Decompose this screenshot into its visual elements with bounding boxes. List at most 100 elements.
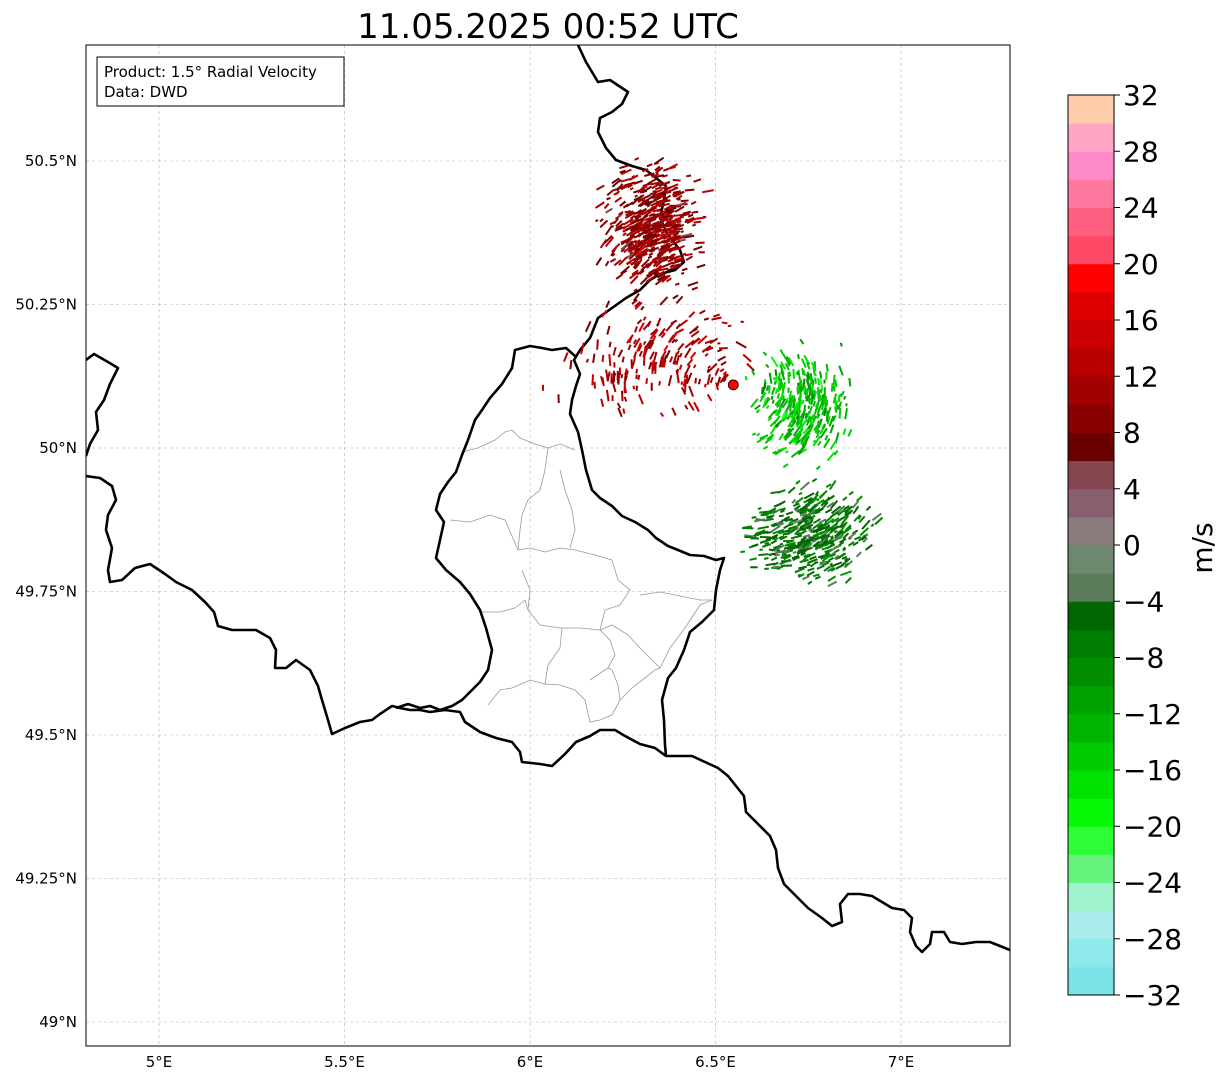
velocity-echo-cell bbox=[675, 295, 684, 305]
velocity-echo-cell bbox=[619, 164, 630, 170]
velocity-echo-cell bbox=[842, 547, 847, 552]
velocity-echo-cell bbox=[825, 551, 830, 555]
velocity-echo-cell bbox=[830, 567, 836, 572]
velocity-echo-cell bbox=[649, 257, 658, 265]
velocity-echo-cell bbox=[828, 556, 834, 562]
velocity-echo-cell bbox=[693, 178, 702, 183]
colorbar-segment bbox=[1068, 95, 1114, 124]
velocity-echo-cell bbox=[717, 348, 723, 353]
colorbar-tick-label: −8 bbox=[1123, 642, 1164, 675]
velocity-echo-cell bbox=[848, 491, 854, 496]
velocity-echo-cell bbox=[818, 525, 830, 532]
canton-boundary bbox=[517, 547, 613, 561]
velocity-echo-cell bbox=[680, 381, 684, 385]
canton-boundary bbox=[544, 627, 563, 685]
velocity-echo-cell bbox=[799, 544, 804, 549]
velocity-echo-cell bbox=[840, 570, 852, 577]
velocity-echo-cell bbox=[628, 183, 633, 188]
velocity-echo-cell bbox=[815, 465, 821, 470]
velocity-echo-cell bbox=[819, 540, 829, 548]
velocity-echo-cell bbox=[614, 225, 626, 232]
colorbar-segment bbox=[1068, 573, 1114, 602]
velocity-echo-cell bbox=[786, 539, 795, 544]
velocity-echo-cell bbox=[834, 432, 840, 444]
velocity-echo-cell bbox=[829, 424, 835, 434]
velocity-echo-cell bbox=[771, 533, 779, 539]
velocity-echo-cell bbox=[615, 222, 625, 230]
velocity-echo-cell bbox=[664, 246, 677, 253]
velocity-echo-cell bbox=[653, 351, 658, 361]
velocity-echo-cell bbox=[649, 212, 656, 217]
canton-boundary bbox=[480, 599, 529, 613]
velocity-echo-cell bbox=[638, 322, 645, 333]
velocity-echo-cell bbox=[802, 558, 809, 563]
velocity-echo-cell bbox=[776, 408, 783, 417]
luxembourg-belgium-border bbox=[395, 344, 576, 712]
velocity-echo-cell bbox=[824, 516, 833, 523]
velocity-echo-cell bbox=[674, 205, 685, 213]
velocity-echo-cell bbox=[831, 517, 840, 524]
colorbar-tick-label: −4 bbox=[1123, 585, 1164, 618]
velocity-echo-cell bbox=[740, 550, 746, 554]
velocity-echo-cell bbox=[833, 554, 840, 560]
canton-boundary bbox=[461, 429, 576, 453]
velocity-echo-cell bbox=[650, 201, 658, 207]
velocity-echo-cell bbox=[825, 483, 832, 488]
colorbar-segment bbox=[1068, 432, 1114, 462]
velocity-echo-cell bbox=[774, 397, 782, 407]
velocity-echo-cell bbox=[611, 177, 620, 185]
velocity-echo-cell bbox=[713, 313, 720, 318]
colorbar-tick-label: 32 bbox=[1123, 79, 1159, 112]
colorbar-ticks: 32 28 24 20 16 12 8 4 0 −4 −8 −12 −16 −20 −24 −28 −32 bbox=[1114, 79, 1182, 1012]
velocity-echo-cell bbox=[799, 556, 807, 564]
colorbar-segment bbox=[1068, 938, 1114, 968]
velocity-echo-cell bbox=[656, 317, 662, 326]
velocity-echo-cell bbox=[807, 558, 818, 564]
velocity-echo-cell bbox=[635, 254, 643, 259]
velocity-echo-cell bbox=[818, 543, 830, 549]
velocity-echo-cell bbox=[816, 415, 819, 419]
velocity-echo-cell bbox=[686, 218, 697, 223]
velocity-echo-cell bbox=[762, 351, 768, 356]
velocity-echo-cell bbox=[634, 215, 642, 220]
velocity-echo-cell bbox=[844, 509, 854, 517]
velocity-echo-cell bbox=[714, 367, 720, 376]
velocity-echo-cell bbox=[608, 354, 612, 367]
velocity-echo-cell bbox=[674, 328, 685, 335]
velocity-echo-cell bbox=[658, 239, 668, 245]
velocity-echo-cell bbox=[664, 243, 670, 247]
velocity-echo-cell bbox=[764, 567, 769, 571]
velocity-echo-cell bbox=[815, 433, 820, 439]
velocity-echo-cell bbox=[640, 214, 649, 221]
velocity-echo-cell bbox=[834, 404, 840, 413]
velocity-echo-cell bbox=[770, 556, 778, 562]
velocity-echo-cell bbox=[784, 541, 796, 547]
velocity-echo-cell bbox=[803, 496, 813, 504]
velocity-echo-cell bbox=[688, 385, 695, 397]
velocity-echo-cell bbox=[761, 382, 767, 395]
velocity-echo-cell bbox=[664, 186, 672, 191]
velocity-echo-cell bbox=[680, 271, 685, 275]
velocity-echo-cell bbox=[848, 536, 853, 541]
velocity-echo-cell bbox=[645, 269, 654, 278]
velocity-echo-cell bbox=[652, 190, 657, 193]
velocity-echo-cell bbox=[772, 528, 785, 535]
velocity-echo-cell bbox=[807, 535, 812, 539]
velocity-echo-cell bbox=[788, 435, 799, 445]
velocity-echo-cell bbox=[783, 523, 792, 530]
velocity-echo-cell bbox=[617, 407, 623, 418]
velocity-echo-cell bbox=[844, 524, 852, 532]
canton-boundary bbox=[607, 667, 621, 701]
velocity-echo-cell bbox=[655, 226, 662, 231]
velocity-echo-cell bbox=[791, 417, 796, 424]
colorbar-segment bbox=[1068, 798, 1114, 827]
velocity-echo-cell bbox=[687, 401, 695, 411]
map-frame bbox=[85, 44, 1011, 1047]
velocity-echo-cell bbox=[824, 434, 829, 441]
velocity-echo-cell bbox=[665, 244, 672, 249]
velocity-echo-cell bbox=[794, 567, 805, 574]
velocity-echo-cell bbox=[741, 526, 754, 530]
velocity-echo-cell bbox=[603, 234, 613, 244]
velocity-echo-cell bbox=[633, 337, 641, 349]
velocity-echo-cell bbox=[771, 547, 778, 552]
